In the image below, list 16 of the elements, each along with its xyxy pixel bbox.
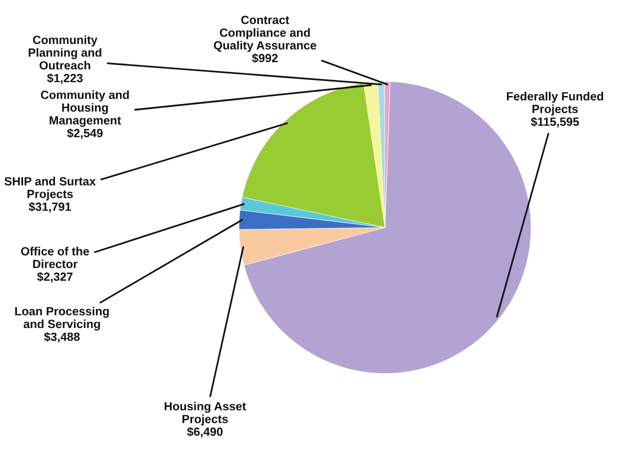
slice-label: Contract Compliance and Quality Assurance <box>214 16 316 52</box>
data-label: $1,223 <box>47 73 83 84</box>
data-label: $6,490 <box>187 427 223 438</box>
data-label: $2,327 <box>37 272 73 283</box>
slice-label: SHIP and Surtax Projects <box>4 176 96 201</box>
data-label: $115,595 <box>530 117 579 128</box>
data-label: $2,549 <box>67 128 103 140</box>
slice-label: Federally Funded Projects <box>506 92 604 116</box>
slice-label: Community and Housing Management <box>40 90 129 127</box>
slice-label: Housing Asset Projects <box>164 402 246 426</box>
slice-label: Office of the Director <box>21 246 90 268</box>
slice-label: Loan Processing and Servicing <box>15 306 109 331</box>
data-label: $31,791 <box>28 202 72 213</box>
data-label: $992 <box>252 53 278 64</box>
slice-label: Community Planning and Outreach <box>28 35 102 70</box>
data-label: $3,488 <box>44 332 80 343</box>
